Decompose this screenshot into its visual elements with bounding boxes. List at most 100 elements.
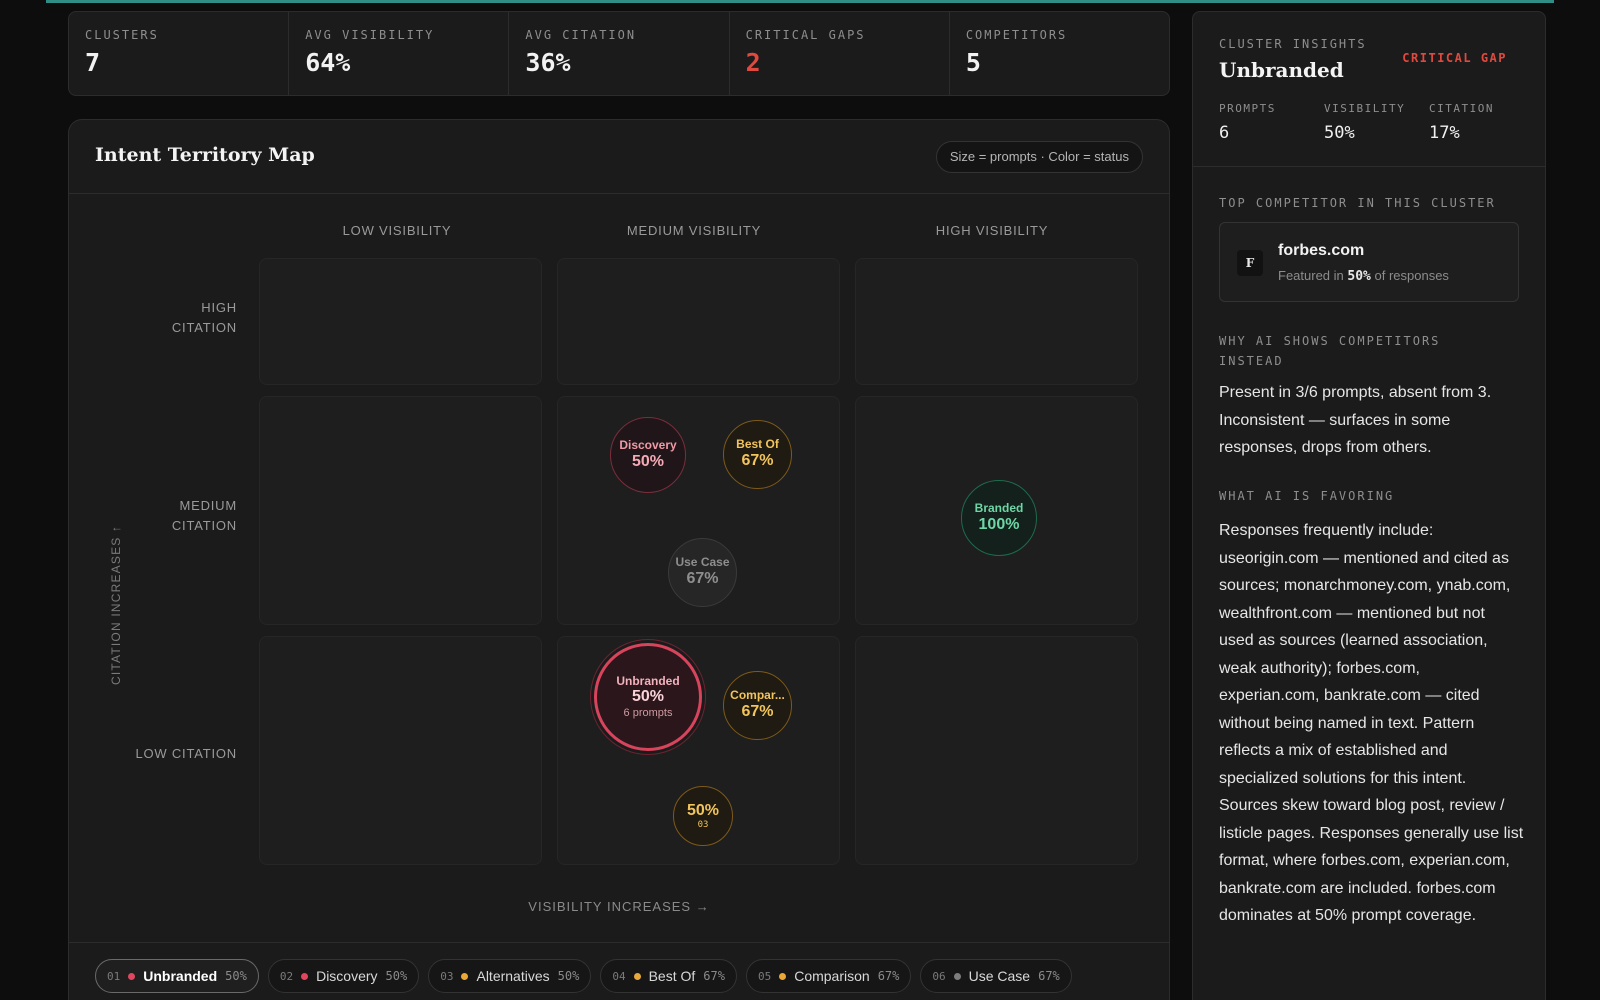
cluster-pill-unbranded[interactable]: 01 Unbranded 50% [95,959,259,993]
pill-label: Comparison [794,968,870,984]
row-label-medium-citation: MEDIUM CITATION [113,496,237,536]
pill-number: 01 [107,969,121,983]
metric-prompts: PROMPTS 6 [1219,102,1276,143]
why-label-line: INSTEAD [1219,354,1284,368]
intent-territory-map-panel: Intent Territory Map Size = prompts · Co… [68,119,1170,1000]
top-competitor-label: TOP COMPETITOR IN THIS CLUSTER [1219,196,1496,210]
cluster-pill-use-case[interactable]: 06 Use Case 67% [920,959,1072,993]
bubble-name: Unbranded [616,673,680,688]
metric-value: 50% [1324,123,1355,143]
pill-label: Alternatives [476,968,550,984]
bubble-best-of[interactable]: Best Of 67% [723,420,792,489]
bubble-name: Discovery [619,437,677,452]
cluster-pill-discovery[interactable]: 02 Discovery 50% [267,959,420,993]
pill-percent: 67% [703,969,725,983]
cell-low-vis-high-cit [259,258,542,385]
pill-number: 05 [757,969,772,983]
bubble-percent: 50% [631,452,665,470]
stat-critical-gaps: CRITICAL GAPS 2 [730,12,950,95]
stat-avg-visibility: AVG VISIBILITY 64% [289,12,510,95]
cluster-pill-alternatives[interactable]: 03 Alternatives 50% [428,959,592,993]
cluster-pills: 01 Unbranded 50% 02 Discovery 50% 03 Alt… [95,959,1072,993]
bubble-id: 03 [697,820,709,831]
pill-percent: 50% [385,969,408,983]
competitor-name: forbes.com [1278,242,1365,259]
column-label-high-visibility: HIGH VISIBILITY [935,223,1049,238]
status-dot-icon [461,972,469,980]
stat-value: 36% [525,48,571,77]
stat-label: CRITICAL GAPS [745,28,866,42]
stat-label: AVG VISIBILITY [305,28,435,42]
bubble-percent: 67% [741,703,774,721]
top-accent-line [46,0,1554,3]
bubble-percent: 50% [631,688,665,706]
insights-kicker: CLUSTER INSIGHTS [1219,37,1367,51]
map-legend-hint: Size = prompts · Color = status [935,141,1143,173]
insights-header: CLUSTER INSIGHTS Unbranded CRITICAL GAP … [1193,12,1545,167]
column-label-low-visibility: LOW VISIBILITY [342,223,452,238]
stat-value: 7 [85,48,101,77]
bubble-discovery[interactable]: Discovery 50% [610,417,686,493]
row-label-line: CITATION [171,320,237,335]
why-label-line: WHY AI SHOWS COMPETITORS [1219,334,1441,348]
cluster-insights-panel: CLUSTER INSIGHTS Unbranded CRITICAL GAP … [1192,11,1546,1000]
cell-low-vis-med-cit [259,396,542,625]
what-ai-favoring-text: Responses frequently include: useorigin.… [1219,522,1524,924]
pill-percent: 67% [877,969,900,983]
status-dot-icon [128,972,136,980]
share-value: 50% [1347,269,1371,284]
status-dot-icon [301,972,309,980]
status-dot-icon [779,972,787,980]
metric-value: 6 [1219,123,1230,143]
metric-visibility: VISIBILITY 50% [1324,102,1405,143]
status-dot-icon [633,972,641,980]
bubble-unbranded[interactable]: Unbranded 50% 6 prompts [594,643,702,751]
stat-value: 2 [745,48,761,77]
bubble-percent: 67% [686,570,719,588]
bubble-name: Compar... [730,688,785,703]
column-label-medium-visibility: MEDIUM VISIBILITY [626,223,762,238]
stat-competitors: COMPETITORS 5 [950,12,1169,95]
stat-value: 64% [305,48,351,77]
competitor-share-text: Featured in 50% of responses [1278,268,1449,284]
pill-number: 02 [279,969,294,983]
pill-percent: 67% [1038,969,1060,983]
bubble-percent: 100% [978,515,1020,533]
row-label-line: MEDIUM [179,498,237,513]
share-suffix: of responses [1374,268,1449,283]
metric-citation: CITATION 17% [1429,102,1494,143]
cluster-pill-best-of[interactable]: 04 Best Of 67% [600,959,737,993]
y-axis-text: CITATION INCREASES ↑ [109,524,123,685]
stat-avg-citation: AVG CITATION 36% [509,12,730,95]
metric-label: PROMPTS [1219,102,1276,115]
pill-percent: 50% [225,969,247,983]
bubble-use-case[interactable]: Use Case 67% [668,538,737,607]
row-label-low-citation: LOW CITATION [135,746,237,761]
pill-percent: 50% [557,969,580,983]
bubble-comparison[interactable]: Compar... 67% [723,671,792,740]
cell-high-vis-low-cit [855,636,1138,865]
bubble-percent: 50% [686,801,720,819]
bubble-percent: 67% [741,452,774,470]
bubble-branded[interactable]: Branded 100% [961,480,1037,556]
bubble-name: Best Of [736,437,779,452]
competitor-favicon-icon: F [1237,250,1263,276]
share-prefix: Featured in [1278,268,1344,283]
row-label-line: CITATION [171,518,237,533]
stats-bar: CLUSTERS 7 AVG VISIBILITY 64% AVG CITATI… [68,11,1170,96]
row-label-line: HIGH [201,300,237,315]
cell-med-vis-high-cit [557,258,840,385]
pill-number: 06 [932,969,946,983]
cluster-legend: 01 Unbranded 50% 02 Discovery 50% 03 Alt… [69,942,1169,1000]
pill-number: 04 [612,969,626,983]
map-title: Intent Territory Map [95,144,315,166]
metric-value: 17% [1429,123,1460,143]
stat-label: AVG CITATION [525,28,637,42]
pill-label: Unbranded [143,968,218,984]
row-label-high-citation: HIGH CITATION [113,298,237,338]
top-competitor-card[interactable]: F forbes.com Featured in 50% of response… [1219,222,1519,302]
cell-low-vis-low-cit [259,636,542,865]
cluster-pill-comparison[interactable]: 05 Comparison 67% [745,959,912,993]
bubble-alternatives[interactable]: 50% 03 [673,786,733,846]
stat-clusters: CLUSTERS 7 [69,12,290,95]
